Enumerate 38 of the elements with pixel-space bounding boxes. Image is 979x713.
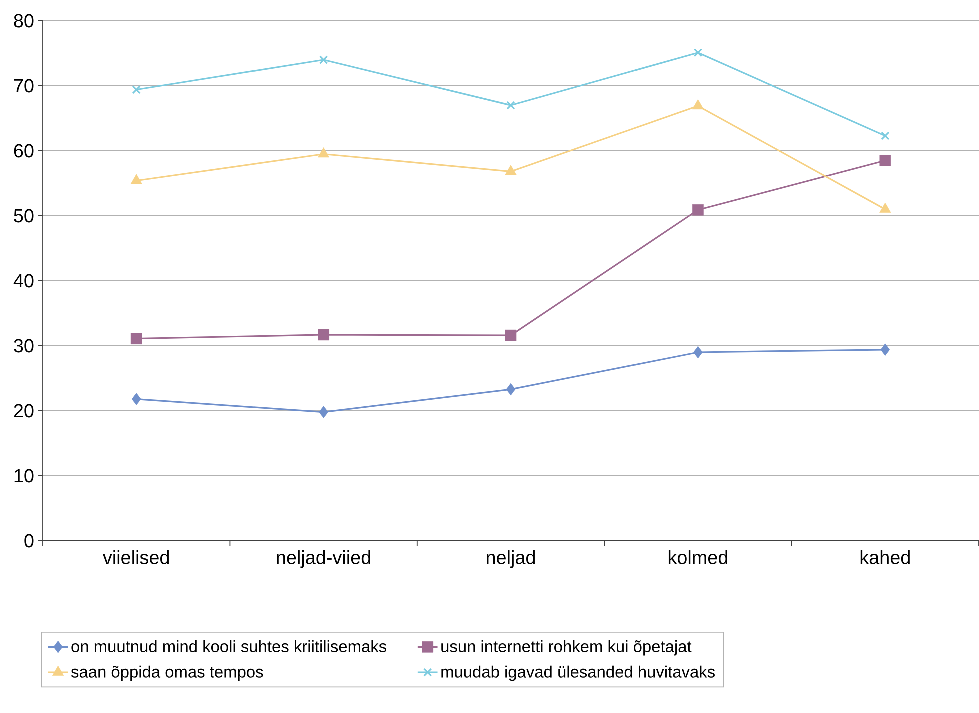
y-tick-label: 30: [14, 339, 34, 353]
point: [505, 330, 517, 342]
y-tick-label: 80: [14, 14, 34, 28]
y-tick-label: 50: [14, 209, 34, 223]
x-tick-label: kahed: [860, 550, 910, 564]
legend-label: muudab igavad ülesanded huvitavaks: [442, 666, 715, 682]
point: [692, 99, 704, 110]
point: [880, 344, 890, 356]
point: [692, 204, 704, 216]
point: [130, 174, 142, 184]
y-tick-label: 40: [14, 274, 34, 288]
point: [130, 333, 142, 344]
y-tick-label: 60: [14, 144, 34, 158]
x-tick-label: viielised: [102, 550, 170, 564]
point: [881, 132, 890, 140]
y-tick-label: 70: [14, 79, 34, 93]
y-tick-label: 20: [14, 404, 34, 418]
legend-label: usun internetti rohkem kui õpetajat: [442, 640, 692, 656]
legend-label: on muutnud mind kooli suhtes kriitilisemaks: [72, 640, 386, 653]
point: [319, 406, 328, 418]
point: [132, 86, 141, 94]
point: [318, 148, 330, 158]
point: [319, 56, 328, 64]
x-tick-label: neljad-viied: [277, 550, 370, 568]
point: [506, 383, 516, 396]
point: [880, 202, 892, 213]
point: [132, 393, 142, 406]
legend-label: saan õppida omas tempos: [71, 666, 264, 682]
point: [694, 346, 703, 359]
point: [694, 48, 703, 58]
point: [880, 155, 892, 166]
x-tick-label: neljad: [486, 550, 536, 568]
y-tick-label: 10: [14, 469, 34, 483]
x-tick-label: kolmed: [668, 550, 728, 564]
point: [505, 165, 517, 176]
point: [318, 329, 330, 341]
y-tick-label: 0: [24, 534, 34, 548]
point: [506, 101, 516, 110]
